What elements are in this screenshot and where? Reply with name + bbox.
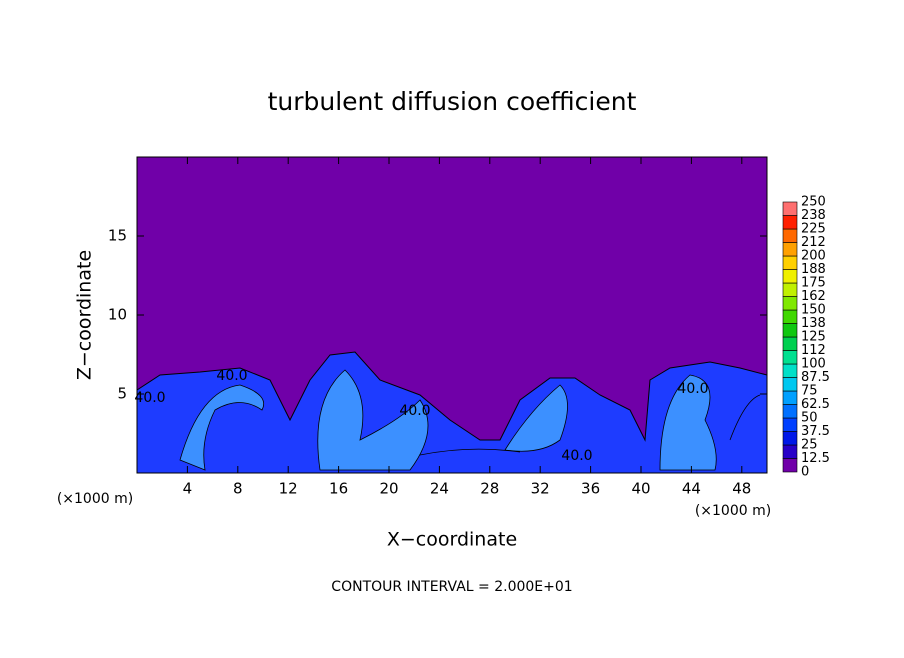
x-tick-label: 32 [531,480,550,498]
y-axis-label: Z−coordinate [74,250,96,380]
contour-line [419,448,521,456]
contour-label: 40.0 [677,381,708,397]
x-tick-label: 40 [631,480,650,498]
colorbar-box [782,377,798,392]
colorbar-label: 12.5 [801,451,830,466]
colorbar-box [782,363,798,378]
colorbar-label: 225 [801,222,826,237]
contour-label: 40.0 [216,368,247,384]
x-tick-label: 36 [581,480,600,498]
field-patch [659,374,717,471]
colorbar-box [782,444,798,459]
y-tick-label: 10 [108,306,127,324]
colorbar-box [782,350,798,365]
footnote: CONTOUR INTERVAL = 2.000E+01 [331,579,572,595]
field-patch [504,384,568,452]
x-tick-label: 44 [682,480,701,498]
contour-label: 40.0 [399,403,430,419]
x-tick-label: 16 [329,480,348,498]
field-patch [317,369,429,471]
x-tick-label: 12 [279,480,298,498]
colorbar-label: 62.5 [801,397,830,412]
colorbar-label: 150 [801,303,826,318]
colorbar-label: 0 [801,465,809,480]
colorbar-box [782,255,798,270]
colorbar-label: 188 [801,262,826,277]
field-patch [179,384,265,471]
colorbar-box [782,431,798,446]
x-unit: (×1000 m) [695,503,771,519]
colorbar-box [782,309,798,324]
colorbar-label: 87.5 [801,370,830,385]
y-tick-label: 15 [108,227,127,245]
contour-line [729,394,761,441]
colorbar-box [782,336,798,351]
colorbar-box [782,228,798,243]
colorbar-label: 37.5 [801,424,830,439]
colorbar-label: 238 [801,208,826,223]
x-tick-label: 4 [183,480,193,498]
x-tick-label: 20 [379,480,398,498]
x-axis-label: X−coordinate [387,529,517,551]
colorbar-label: 200 [801,249,826,264]
colorbar-box [782,323,798,338]
colorbar-label: 125 [801,330,826,345]
colorbar-label: 25 [801,438,818,453]
field [136,157,768,474]
colorbar-box [782,458,798,473]
contour-label: 40.0 [134,390,165,406]
chart-title: turbulent diffusion coefficient [268,87,637,116]
colorbar-box [782,417,798,432]
y-unit: (×1000 m) [57,491,133,507]
colorbar-label: 75 [801,384,818,399]
colorbar-box [782,201,798,216]
colorbar-label: 162 [801,289,826,304]
colorbar-box [782,282,798,297]
colorbar-label: 175 [801,276,826,291]
colorbar-box [782,296,798,311]
x-tick-label: 28 [480,480,499,498]
field-region [136,351,768,474]
colorbar-box [782,269,798,284]
colorbar-label: 250 [801,195,826,210]
x-tick-label: 48 [732,480,751,498]
x-tick-label: 24 [430,480,449,498]
colorbar-label: 50 [801,411,818,426]
colorbar-label: 100 [801,357,826,372]
colorbar-label: 212 [801,235,826,250]
colorbar-label: 138 [801,316,826,331]
contour-label: 40.0 [561,448,592,464]
colorbar-box [782,390,798,405]
colorbar-box [782,242,798,257]
y-tick-label: 5 [117,385,127,403]
colorbar-box [782,404,798,419]
x-tick-label: 8 [233,480,243,498]
colorbar-box [782,215,798,230]
colorbar-label: 112 [801,343,826,358]
